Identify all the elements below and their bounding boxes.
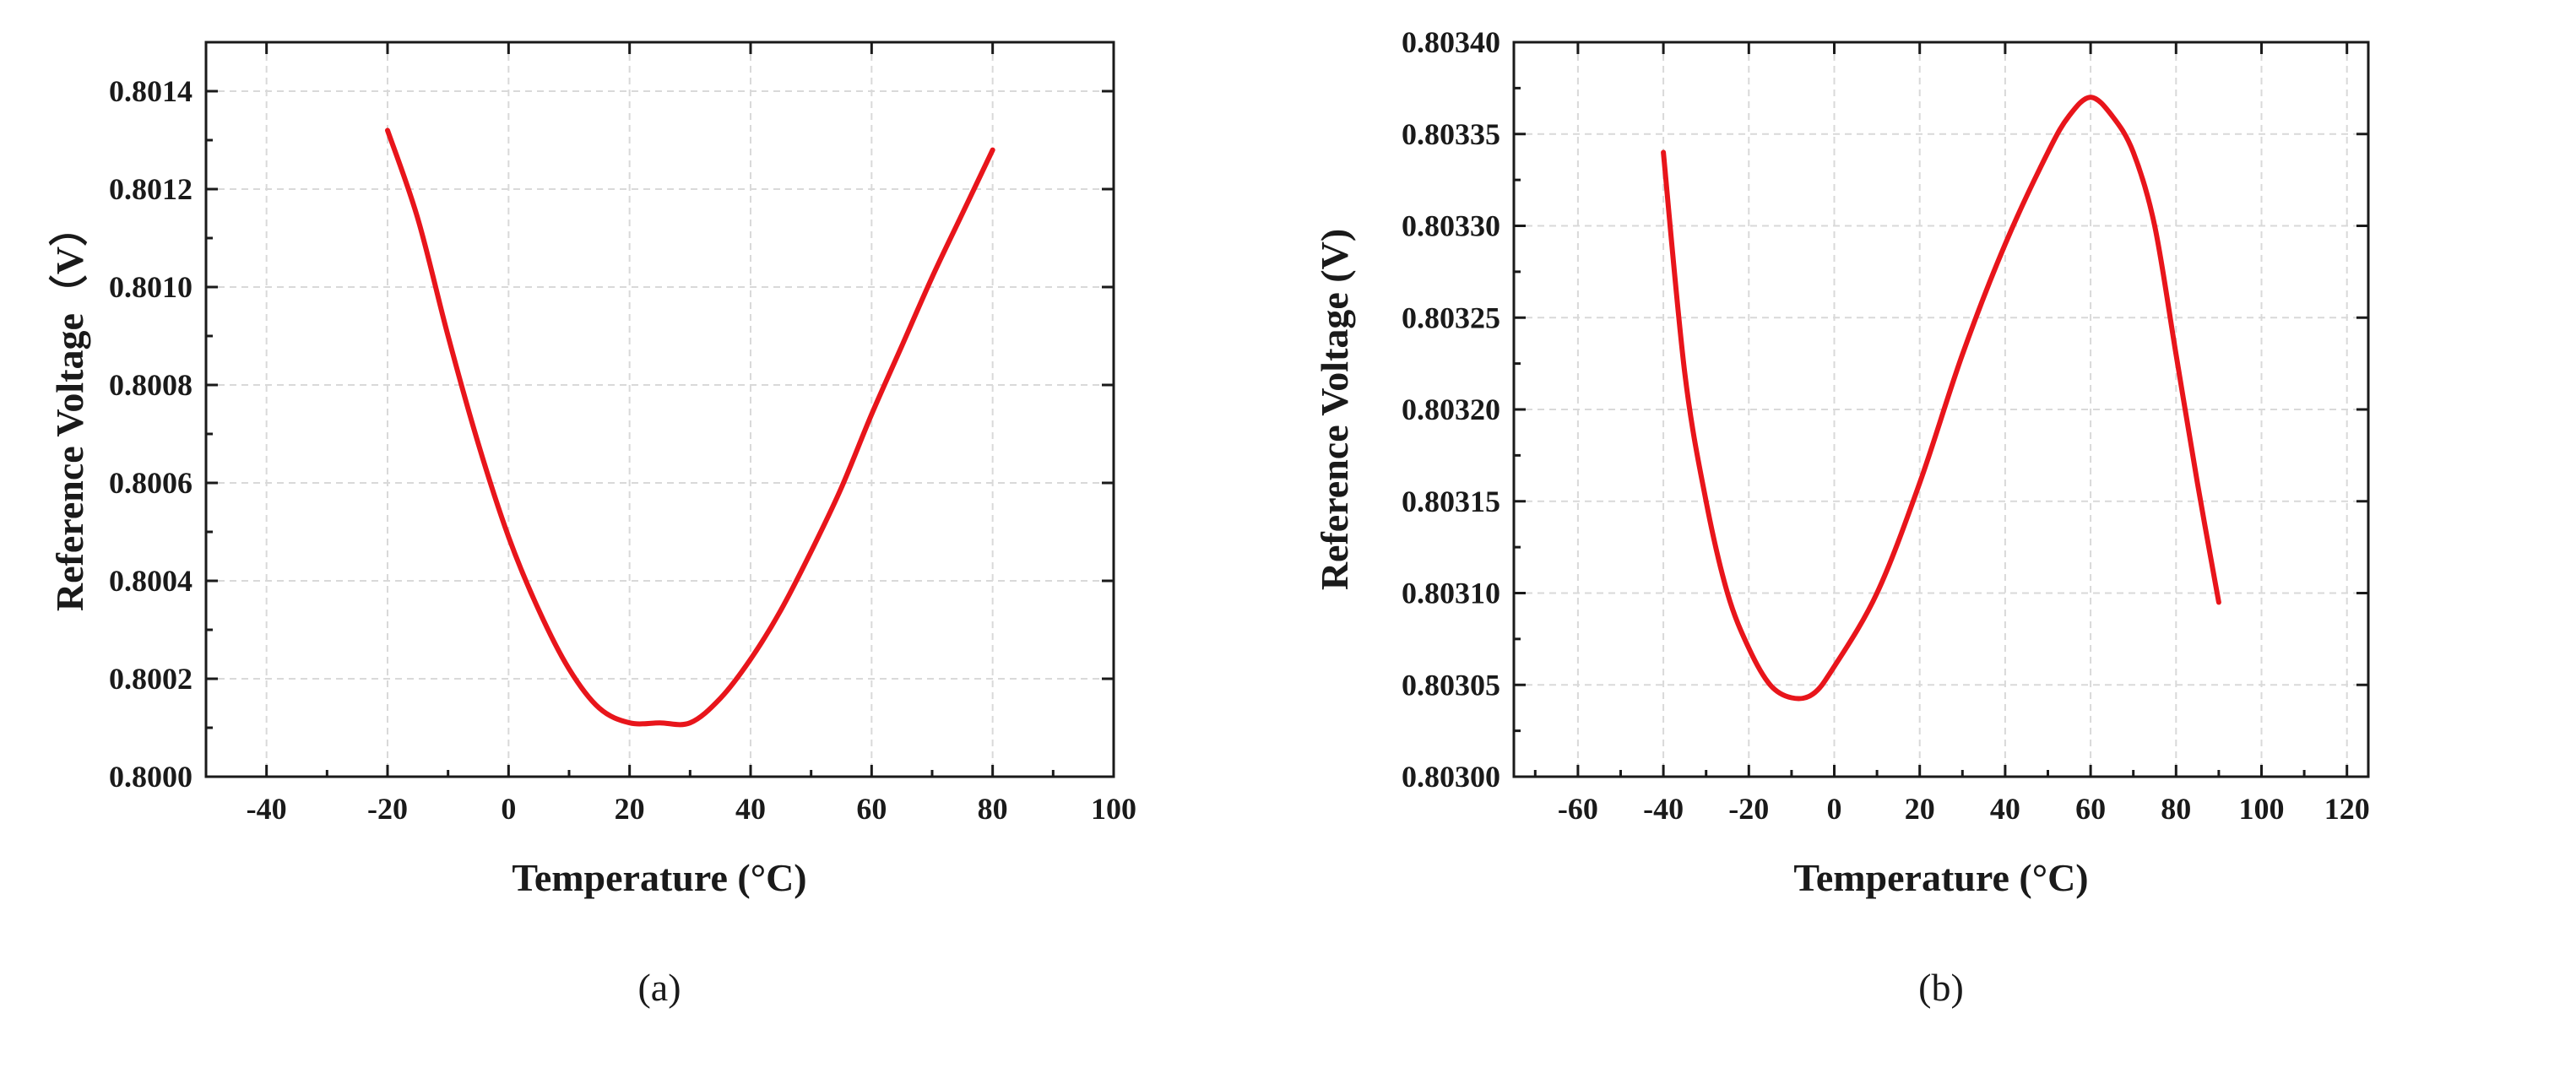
y-tick-label: 0.80310 [1402, 577, 1500, 610]
x-tick-label: 80 [2161, 792, 2191, 826]
x-tick-label: -20 [1728, 792, 1769, 826]
series-line [385, 127, 995, 728]
y-tick-label: 0.80325 [1402, 301, 1500, 334]
x-tick-label: 60 [2075, 792, 2106, 826]
y-tick-label: 0.8004 [109, 564, 193, 598]
y-tick-label: 0.8012 [109, 172, 193, 206]
y-tick-label: 0.80340 [1402, 25, 1500, 59]
panel-label: (a) [637, 966, 681, 1009]
x-tick-label: -40 [247, 792, 287, 826]
y-tick-label: 0.8002 [109, 662, 193, 696]
x-tick-label: 100 [1091, 792, 1136, 826]
y-tick-label: 0.80300 [1402, 760, 1500, 794]
y-tick-label: 0.8006 [109, 466, 193, 500]
y-tick-label: 0.80320 [1402, 393, 1500, 426]
x-tick-label: 60 [856, 792, 887, 826]
x-tick-label: 100 [2239, 792, 2285, 826]
x-tick-label: 80 [978, 792, 1008, 826]
y-tick-label: 0.80305 [1402, 668, 1500, 702]
panel-label: (b) [1918, 966, 1964, 1009]
x-tick-label: -40 [1643, 792, 1684, 826]
plot-frame [204, 41, 1115, 778]
x-tick-label: 40 [1990, 792, 2020, 826]
series-line [1661, 95, 2221, 702]
chart-panel-a: -40 -20 0 20 40 60 80 100 0.8000 0.8002 0.8004 0.80… [48, 41, 1136, 1009]
y-tick-label: 0.80315 [1402, 485, 1500, 518]
y-tick-label: 0.8014 [109, 74, 193, 108]
x-axis-title: Temperature (°C) [512, 856, 806, 899]
y-tick-label: 0.8000 [109, 760, 193, 794]
y-tick-label: 0.80330 [1402, 209, 1500, 243]
x-tick-label: 0 [1827, 792, 1842, 826]
y-tick-label: 0.80335 [1402, 117, 1500, 151]
chart-panel-b: -60 -40 -20 0 20 40 60 80 100 120 0.80300 0.80305 0.… [1313, 25, 2370, 1009]
x-tick-label: -60 [1558, 792, 1598, 826]
y-tick-label: 0.8008 [109, 368, 193, 402]
y-tick-label: 0.8010 [109, 270, 193, 304]
x-tick-label: 20 [615, 792, 645, 826]
x-tick-label: -20 [367, 792, 408, 826]
x-tick-label: 40 [735, 792, 766, 826]
y-axis-title: Reference Voltage（V） [48, 208, 91, 611]
x-tick-label: 20 [1905, 792, 1935, 826]
x-tick-label: 120 [2324, 792, 2370, 826]
x-tick-label: 0 [501, 792, 516, 826]
x-axis-title: Temperature (°C) [1793, 856, 2088, 899]
y-axis-title: Reference Voltage (V) [1313, 229, 1356, 590]
